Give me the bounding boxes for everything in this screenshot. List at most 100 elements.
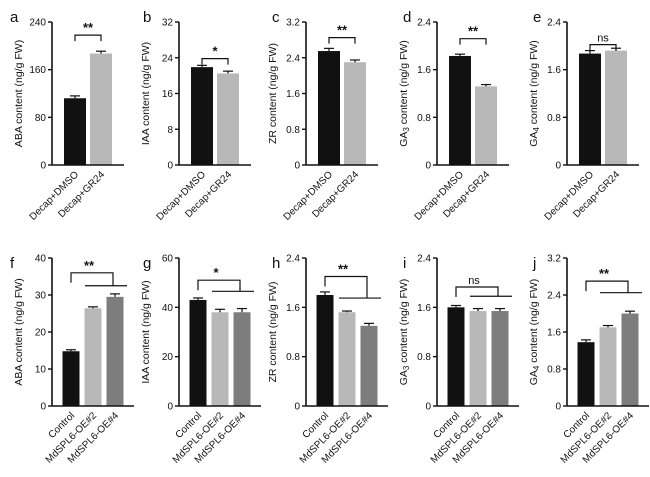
bar (90, 53, 112, 166)
bar (491, 311, 509, 406)
y-axis-label: IAA content (ng/g FW) (140, 42, 152, 145)
bar (577, 342, 595, 406)
y-tick-label: 10 (35, 365, 47, 376)
significance-bracket (589, 44, 617, 51)
y-tick-label: 60 (162, 254, 174, 265)
significance-label: ** (337, 23, 348, 38)
bar (621, 313, 639, 406)
y-tick-label: 0 (167, 402, 173, 413)
bar (316, 295, 334, 406)
y-axis-label: ZR content (ng/g FW) (267, 43, 279, 144)
category-label: Decap+GR24 (56, 169, 107, 220)
y-tick-label: 240 (29, 18, 46, 29)
panel-letter: a (10, 9, 19, 26)
y-tick-label: 80 (35, 113, 47, 124)
panel-letter: i (403, 255, 406, 272)
y-tick-label: 2.4 (417, 18, 431, 29)
y-tick-label: 2.4 (286, 53, 300, 64)
y-axis-label: GA3 content (ng/g FW) (398, 279, 411, 386)
y-tick-label: 40 (162, 303, 174, 314)
y-tick-label: 2.4 (547, 18, 561, 29)
panel-letter: j (532, 255, 536, 272)
y-tick-label: 1.6 (286, 89, 300, 100)
panel-letter: f (10, 255, 15, 272)
y-tick-label: 0.8 (286, 125, 300, 136)
y-tick-label: 0 (167, 161, 173, 172)
bar (605, 50, 627, 165)
y-axis-label: GA4 content (ng/g FW) (528, 279, 541, 386)
y-tick-label: 0 (294, 402, 300, 413)
y-axis-label: GA3 content (ng/g FW) (398, 40, 411, 147)
y-tick-label: 20 (35, 328, 47, 339)
bar (191, 67, 213, 165)
y-tick-label: 0 (40, 402, 46, 413)
y-tick-label: 3.2 (286, 18, 300, 29)
significance-label: ** (468, 24, 479, 39)
y-tick-label: 1.6 (547, 328, 561, 339)
significance-label: ns (468, 275, 480, 287)
bar (449, 55, 471, 165)
bar (360, 325, 378, 406)
chart-panel-c: c 0 0.8 1.6 2.4 3.2 ZR content (ng/g FW) Decap+… (267, 9, 378, 223)
bar (469, 311, 487, 406)
significance-label: ** (338, 262, 349, 277)
y-tick-label: 16 (162, 89, 174, 100)
y-tick-label: 0 (425, 402, 431, 413)
y-tick-label: 1.6 (547, 65, 561, 76)
y-tick-label: 0 (555, 161, 561, 172)
y-axis-label: ABA content (ng/g FW) (13, 40, 25, 147)
y-tick-label: 32 (162, 18, 174, 29)
y-tick-label: 8 (167, 125, 173, 136)
y-tick-label: 0.8 (417, 352, 431, 363)
y-axis-label: GA4 content (ng/g FW) (528, 40, 541, 147)
bar (338, 312, 356, 406)
y-tick-label: 0.8 (547, 365, 561, 376)
bar (447, 307, 465, 406)
panel-letter: b (143, 9, 151, 26)
y-axis-label: ABA content (ng/g FW) (13, 278, 25, 385)
y-tick-label: 24 (162, 53, 174, 64)
panel-letter: g (143, 255, 151, 272)
y-tick-label: 0 (294, 161, 300, 172)
significance-bracket (70, 272, 114, 286)
bar (84, 308, 102, 406)
y-tick-label: 0 (40, 161, 46, 172)
category-label: Decap+GR24 (310, 169, 361, 220)
bar (233, 312, 251, 406)
significance-bracket (459, 38, 487, 45)
panel-letter: d (403, 9, 411, 26)
bar (599, 327, 617, 406)
bar (211, 312, 229, 406)
significance-bracket (328, 37, 356, 44)
bar (106, 296, 124, 406)
significance-bracket (455, 286, 499, 297)
panel-letter: e (533, 9, 541, 26)
y-tick-label: 1.6 (286, 303, 300, 314)
significance-label: ns (597, 33, 609, 45)
significance-label: ** (83, 20, 94, 35)
bar (189, 299, 207, 406)
significance-label: * (212, 44, 218, 59)
panel-letter: h (272, 255, 280, 272)
y-axis-label: ZR content (ng/g FW) (267, 282, 279, 383)
y-tick-label: 160 (29, 65, 46, 76)
chart-panel-h: h00.81.62.4ZR content (ng/g FW)ControlMd… (267, 254, 388, 466)
y-tick-label: 0 (425, 161, 431, 172)
bar (475, 86, 497, 165)
significance-label: * (213, 265, 219, 280)
significance-bracket (324, 275, 368, 299)
bar (62, 351, 80, 406)
y-tick-label: 0.8 (547, 113, 561, 124)
bar (217, 73, 239, 165)
y-tick-label: 0.8 (417, 113, 431, 124)
y-tick-label: 2.4 (547, 291, 561, 302)
category-label: Decap+GR24 (441, 169, 492, 220)
y-tick-label: 30 (35, 291, 47, 302)
y-tick-label: 0 (555, 402, 561, 413)
